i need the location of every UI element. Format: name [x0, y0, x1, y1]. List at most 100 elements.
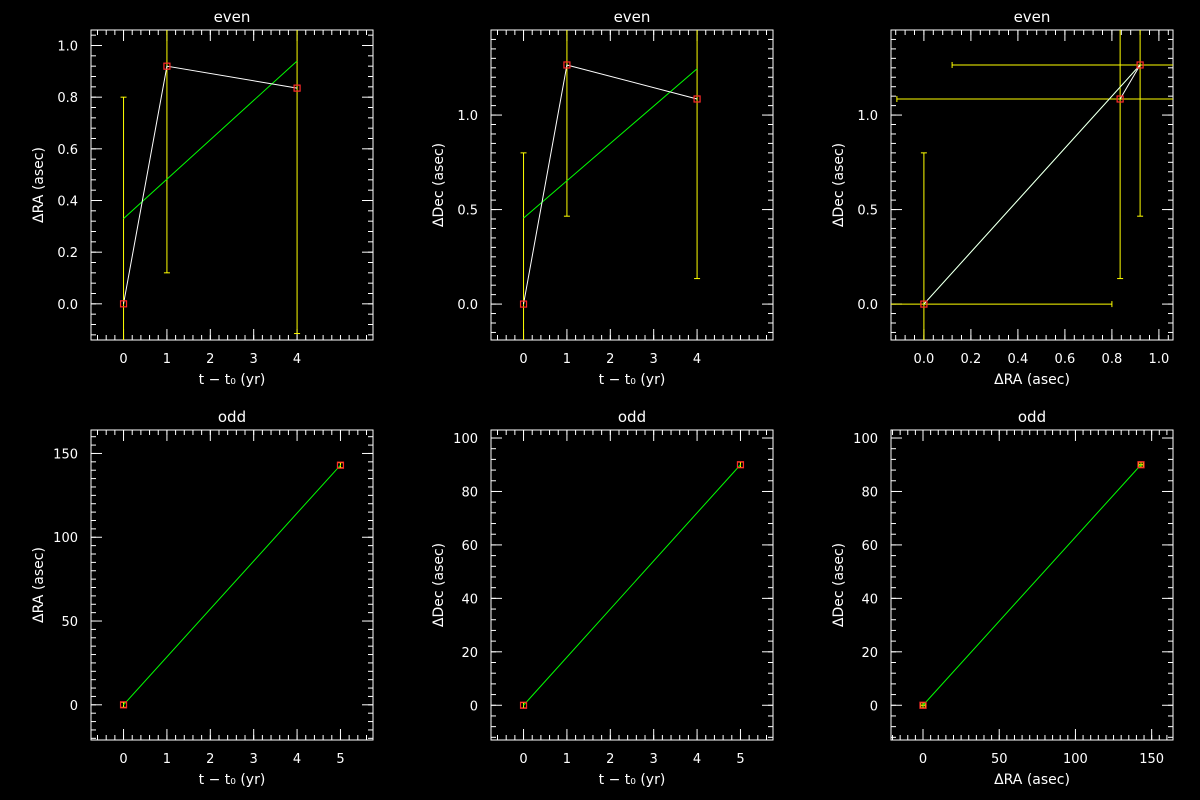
- y-tick-label: 1.0: [457, 109, 478, 124]
- x-tick-label: 4: [693, 752, 701, 767]
- panel-2: 0 1 2 3 4 0.0 0.5 1.0 even t − t₀ (yr) ΔDec (asec): [431, 8, 774, 388]
- y-tick-label: 60: [861, 539, 878, 554]
- x-tick-label: 5: [736, 752, 744, 767]
- y-tick-label: 50: [61, 615, 78, 630]
- x-tick-label: 0: [119, 352, 127, 367]
- panel-6: 0 50 100 150 0 20 40 60 80 100 odd ΔRA (asec) ΔDec (…: [831, 408, 1174, 788]
- x-axis-label: t − t₀ (yr): [599, 772, 666, 788]
- data-point: [736, 461, 745, 469]
- data-point: [920, 300, 928, 308]
- x-tick-label: 0.6: [1055, 352, 1076, 367]
- data-point: [1137, 461, 1145, 469]
- x-tick-label: 3: [250, 752, 258, 767]
- y-tick-label: 1.0: [57, 40, 78, 55]
- fit-line: [523, 464, 741, 706]
- panel-title: even: [614, 8, 651, 26]
- y-tick-label: 0.2: [57, 246, 78, 261]
- y-tick-label: 0.5: [857, 204, 878, 219]
- data-point: [1136, 61, 1144, 69]
- y-tick-label: 0.5: [457, 204, 478, 219]
- y-tick-label: 0: [70, 699, 78, 714]
- y-tick-label: 80: [861, 485, 878, 500]
- data-point: [919, 701, 927, 709]
- y-tick-label: 40: [461, 592, 478, 607]
- x-tick-label: 50: [991, 752, 1008, 767]
- data-point: [119, 701, 128, 709]
- x-axis-label: t − t₀ (yr): [199, 772, 266, 788]
- data-point: [563, 61, 571, 69]
- x-tick-label: 5: [336, 752, 344, 767]
- x-tick-label: 0: [919, 752, 927, 767]
- fit-line: [123, 60, 298, 219]
- x-tick-label: 0: [519, 352, 527, 367]
- data-point: [163, 62, 171, 70]
- x-tick-label: 4: [693, 352, 701, 367]
- data-layer: [119, 30, 301, 340]
- y-tick-label: 100: [453, 432, 478, 447]
- x-tick-label: 2: [206, 352, 214, 367]
- plot-frame: [90, 429, 374, 741]
- x-axis-label: t − t₀ (yr): [599, 372, 666, 388]
- panel-5: 0 1 2 3 4 5 0 20 40 60 80 100 odd t − t₀ (yr) ΔDec (as…: [431, 408, 774, 788]
- x-tick-label: 3: [250, 352, 258, 367]
- data-layer: [891, 30, 1173, 340]
- y-tick-label: 0.8: [57, 91, 78, 106]
- x-tick-label: 1: [563, 752, 571, 767]
- x-tick-label: 150: [1139, 752, 1164, 767]
- x-axis-label: ΔRA (asec): [994, 372, 1070, 388]
- x-tick-label: 0: [519, 752, 527, 767]
- y-tick-label: 0: [870, 699, 878, 714]
- panel-title: odd: [618, 408, 646, 426]
- y-axis-label: ΔDec (asec): [831, 543, 847, 627]
- fit-line: [123, 464, 341, 706]
- fit-line: [922, 464, 1142, 706]
- y-tick-label: 80: [461, 485, 478, 500]
- x-tick-label: 2: [206, 752, 214, 767]
- x-tick-label: 4: [293, 352, 301, 367]
- y-axis-label: ΔDec (asec): [831, 143, 847, 227]
- data-point: [119, 300, 128, 308]
- y-tick-label: 100: [53, 531, 78, 546]
- x-tick-label: 2: [606, 352, 614, 367]
- panels: 0 1 2 3 4 0.0 0.2 0.4 0.6 0.8 1.0 even t − t₀ (yr) ΔR…: [31, 8, 1174, 788]
- y-tick-label: 40: [861, 592, 878, 607]
- y-tick-label: 150: [53, 447, 78, 462]
- panel-title: odd: [218, 408, 246, 426]
- plot-frame: [890, 429, 1174, 741]
- y-tick-label: 0.0: [457, 298, 478, 313]
- y-tick-label: 0.0: [57, 298, 78, 313]
- data-layer: [519, 461, 745, 709]
- data-line: [923, 64, 1141, 305]
- x-axis-label: t − t₀ (yr): [199, 372, 266, 388]
- data-point: [519, 701, 528, 709]
- y-tick-label: 60: [461, 539, 478, 554]
- y-tick-label: 0.4: [57, 195, 78, 210]
- y-axis-label: ΔRA (asec): [31, 547, 47, 623]
- y-tick-label: 0: [470, 699, 478, 714]
- x-tick-label: 100: [1063, 752, 1088, 767]
- data-line: [523, 64, 698, 305]
- data-point: [1116, 95, 1124, 103]
- x-tick-label: 0.8: [1102, 352, 1123, 367]
- plot-frame: [490, 29, 774, 341]
- y-tick-label: 0.6: [57, 143, 78, 158]
- x-tick-label: 4: [293, 752, 301, 767]
- data-point: [336, 461, 345, 469]
- plot-frame: [490, 429, 774, 741]
- plot-frame: [90, 29, 374, 341]
- y-tick-label: 1.0: [857, 109, 878, 124]
- panel-title: even: [1014, 8, 1051, 26]
- x-tick-label: 0.2: [961, 352, 982, 367]
- y-axis-label: ΔRA (asec): [31, 147, 47, 223]
- y-tick-label: 0.0: [857, 298, 878, 313]
- y-tick-label: 20: [861, 646, 878, 661]
- data-point: [693, 95, 701, 103]
- y-axis-label: ΔDec (asec): [431, 143, 447, 227]
- x-tick-label: 3: [650, 752, 658, 767]
- x-tick-label: 1: [163, 352, 171, 367]
- data-layer: [919, 461, 1145, 709]
- data-line: [123, 65, 298, 304]
- y-axis-label: ΔDec (asec): [431, 543, 447, 627]
